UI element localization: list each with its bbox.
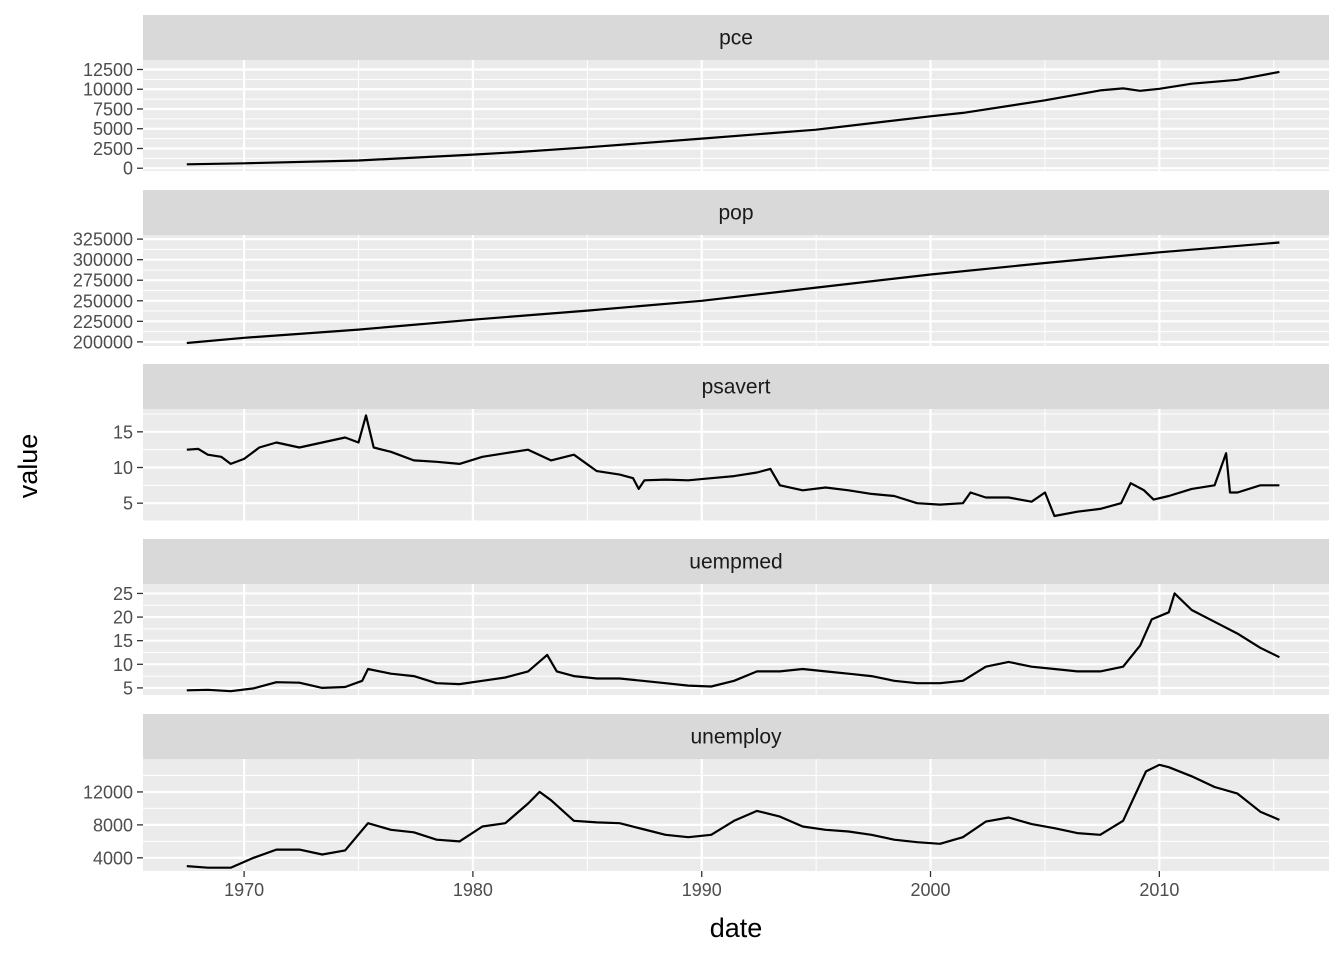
series-line-psavert (186, 414, 1280, 518)
y-tick-label: 5000 (93, 119, 133, 139)
y-tick-label: 15 (113, 422, 133, 442)
panel-unemploy: unemploy 4000 8000 12000 (83, 714, 1329, 871)
panel-background (143, 60, 1329, 171)
strip-background (143, 190, 1329, 235)
series-line-pop (186, 241, 1280, 345)
y-tick-label: 12500 (83, 60, 133, 80)
panel-background (143, 759, 1329, 871)
y-tick-label: 5 (123, 678, 133, 698)
strip-background (143, 714, 1329, 759)
y-axis-title: value (13, 434, 43, 499)
x-tick-label: 2010 (1139, 880, 1179, 900)
y-tick-label: 7500 (93, 99, 133, 119)
y-tick-label: 200000 (73, 332, 133, 352)
x-tick-label: 2000 (910, 880, 950, 900)
y-tick-label: 225000 (73, 312, 133, 332)
y-tick-label: 12000 (83, 782, 133, 802)
series-line-uempmed (186, 592, 1280, 693)
y-tick-label: 10 (113, 655, 133, 675)
strip-label: pce (719, 27, 753, 50)
x-tick-label: 1970 (224, 880, 264, 900)
y-tick-label: 15 (113, 631, 133, 651)
strip-label: pop (718, 202, 753, 225)
y-tick-label: 0 (123, 159, 133, 179)
x-tick-label: 1990 (682, 880, 722, 900)
strip-label: unemploy (690, 726, 782, 749)
y-tick-label: 2500 (93, 139, 133, 159)
y-tick-label: 5 (123, 494, 133, 514)
series-line-unemploy (186, 763, 1280, 869)
y-tick-label: 250000 (73, 291, 133, 311)
series-line-pce (186, 70, 1280, 166)
panel-uempmed: uempmed 5 10 15 20 25 (113, 539, 1329, 698)
x-tick-label: 1980 (453, 880, 493, 900)
panel-psavert: psavert 5 10 15 (113, 364, 1329, 522)
y-tick-label: 10 (113, 458, 133, 478)
strip-label: psavert (702, 376, 771, 399)
strip-label: uempmed (689, 551, 782, 574)
x-axis-title: date (710, 913, 763, 943)
panel-background (143, 584, 1329, 695)
y-tick-label: 25 (113, 584, 133, 604)
y-tick-label: 275000 (73, 271, 133, 291)
y-tick-label: 8000 (93, 815, 133, 835)
strip-background (143, 539, 1329, 584)
x-axis: 1970 1980 1990 2000 2010 (224, 871, 1179, 900)
y-tick-label: 20 (113, 608, 133, 628)
y-tick-label: 4000 (93, 848, 133, 868)
y-tick-label: 325000 (73, 230, 133, 250)
strip-background (143, 364, 1329, 409)
y-tick-label: 300000 (73, 250, 133, 270)
strip-background (143, 15, 1329, 60)
y-tick-label: 10000 (83, 80, 133, 100)
